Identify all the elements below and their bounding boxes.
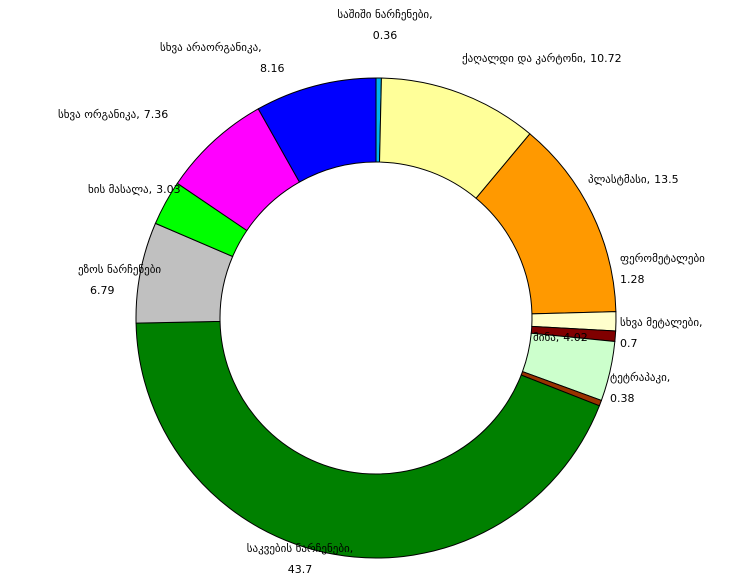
category-label: მინა, xyxy=(533,331,559,344)
slice xyxy=(257,77,377,183)
value-label: 1.28 xyxy=(620,273,645,286)
value-label: 10.72 xyxy=(590,52,622,65)
value-label: 0.36 xyxy=(373,29,398,42)
category-label: პლასტმასი, xyxy=(588,173,650,186)
data-label: ფერომეტალები 1.28 xyxy=(620,252,705,286)
data-label: პლასტმასი, 13.5 xyxy=(588,173,679,186)
slice xyxy=(135,320,601,559)
category-label: სხვა მეტალები, xyxy=(620,316,703,329)
data-label: საკვების ნარჩენები, 43.7 xyxy=(247,542,353,576)
value-label: 7.36 xyxy=(144,108,169,121)
value-label: 6.79 xyxy=(90,284,115,297)
category-label: ქაღალდი და კარტონი, xyxy=(462,52,586,65)
category-label: სხვა არაორგანიკა, xyxy=(160,41,262,54)
data-label: ეზოს ნარჩენები 6.79 xyxy=(78,263,161,297)
value-label: 8.16 xyxy=(260,62,285,75)
data-label: მინა, 4.02 xyxy=(533,331,588,344)
value-label: 43.7 xyxy=(288,563,313,576)
category-label: ეზოს ნარჩენები xyxy=(78,263,161,276)
category-label: ფერომეტალები xyxy=(620,252,705,265)
value-label: 0.7 xyxy=(620,337,638,350)
category-label: ტეტრაპაკი, xyxy=(610,371,670,384)
data-label: ტეტრაპაკი, 0.38 xyxy=(610,371,670,405)
data-label: სხვა ორგანიკა, 7.36 xyxy=(58,108,168,121)
category-label: საკვების ნარჩენები, xyxy=(247,542,353,555)
data-label: საშიში ნარჩენები, 0.36 xyxy=(337,8,432,42)
data-label: სხვა მეტალები, 0.7 xyxy=(620,316,703,350)
value-label: 0.38 xyxy=(610,392,635,405)
data-label: ქაღალდი და კარტონი, 10.72 xyxy=(462,52,622,65)
value-label: 4.02 xyxy=(563,331,588,344)
category-label: ხის მასალა, xyxy=(88,183,152,196)
data-label: ხის მასალა, 3.03 xyxy=(88,183,181,196)
category-label: საშიში ნარჩენები, xyxy=(337,8,432,21)
category-label: სხვა ორგანიკა, xyxy=(58,108,140,121)
data-label: სხვა არაორგანიკა, 8.16 xyxy=(160,41,285,75)
value-label: 13.5 xyxy=(654,173,679,186)
value-label: 3.03 xyxy=(156,183,181,196)
